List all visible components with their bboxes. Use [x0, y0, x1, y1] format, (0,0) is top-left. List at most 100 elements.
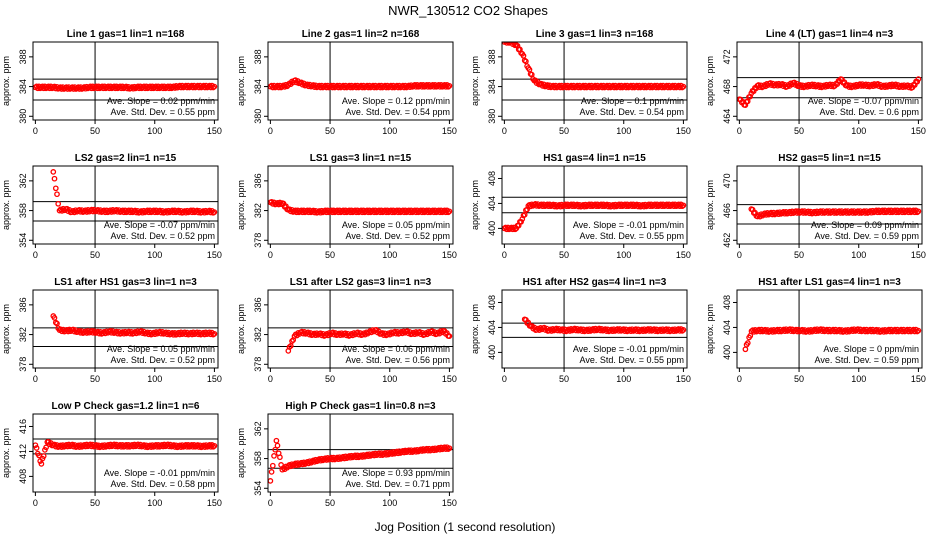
y-tick-label: 404: [722, 320, 732, 335]
slope-annotation: Ave. Slope = -0.01 ppm/min: [104, 468, 215, 478]
y-axis-label: approx. ppm: [1, 304, 11, 354]
y-tick-label: 404: [487, 196, 497, 211]
y-axis-label: approx. ppm: [705, 304, 715, 354]
x-tick-label: 100: [382, 374, 397, 384]
panel-title: HS1 after HS2 gas=4 lin=1 n=3: [523, 277, 667, 288]
x-tick-label: 100: [147, 250, 162, 260]
x-tick-label: 50: [325, 374, 335, 384]
y-tick-label: 378: [253, 357, 263, 372]
data-point: [289, 338, 295, 344]
std-dev-annotation: Ave. Std. Dev. = 0.54 ppm: [580, 107, 684, 117]
y-tick-label: 362: [253, 421, 263, 436]
y-axis-label: approx. ppm: [236, 180, 246, 230]
y-axis-label: approx. ppm: [1, 428, 11, 478]
data-point: [274, 442, 281, 449]
plot-frame: [501, 289, 688, 369]
x-tick-label: 100: [616, 374, 631, 384]
data-point: [502, 42, 509, 44]
y-tick-label: 464: [722, 109, 732, 124]
data-point: [744, 340, 751, 346]
x-tick-label: 150: [207, 374, 222, 384]
x-tick-label: 150: [442, 126, 457, 136]
std-dev-annotation: Ave. Std. Dev. = 0.71 ppm: [346, 479, 450, 489]
slope-annotation: Ave. Slope = 0.02 ppm/min: [107, 96, 215, 106]
data-points: [50, 313, 218, 338]
y-tick-label: 378: [18, 357, 28, 372]
slope-annotation: Ave. Slope = 0.12 ppm/min: [342, 96, 450, 106]
plot-frame: [267, 289, 454, 369]
panel-title: LS1 gas=3 lin=1 n=15: [310, 153, 412, 164]
y-tick-label: 358: [18, 203, 28, 218]
x-tick-label: 100: [147, 374, 162, 384]
data-point: [211, 330, 218, 337]
y-axis-label: approx. ppm: [470, 304, 480, 354]
slope-annotation: Ave. Slope = 0.09 ppm/min: [811, 220, 919, 230]
x-tick-label: 50: [90, 126, 100, 136]
y-tick-label: 380: [18, 109, 28, 124]
data-point: [54, 191, 60, 198]
panel-7: HS1 gas=4 lin=1 n=15 approx. ppm 0 50 100 150…: [470, 153, 691, 260]
data-point: [446, 82, 453, 89]
data-point: [43, 444, 49, 451]
slope-annotation: Ave. Slope = 0 ppm/min: [823, 344, 919, 354]
data-point: [277, 454, 283, 461]
panel-12: HS1 after LS1 gas=4 lin=1 n=3 approx. ppm…: [705, 277, 926, 384]
reference-lines: [268, 290, 453, 368]
plot-frame: [32, 289, 219, 369]
data-point: [211, 83, 218, 90]
y-tick-label: 378: [253, 233, 263, 248]
panel-13: Low P Check gas=1.2 lin=1 n=6 approx. ppm…: [1, 401, 222, 508]
y-tick-label: 386: [253, 173, 263, 188]
x-tick-label: 150: [911, 374, 926, 384]
data-points: [33, 438, 218, 467]
x-tick-label: 50: [794, 126, 804, 136]
panel-title: Low P Check gas=1.2 lin=1 n=6: [52, 401, 200, 412]
plot-frame: [267, 165, 454, 245]
x-tick-label: 150: [207, 126, 222, 136]
x-tick-label: 0: [268, 126, 273, 136]
plot-frame: [501, 165, 688, 245]
plot-frame: [32, 41, 219, 121]
plot-frame: [267, 413, 454, 493]
y-tick-label: 408: [487, 171, 497, 186]
x-tick-label: 150: [207, 498, 222, 508]
panel-2: Line 2 gas=1 lin=2 n=168 approx. ppm 0 50 10…: [236, 29, 457, 136]
x-tick-label: 50: [794, 374, 804, 384]
y-tick-label: 386: [18, 297, 28, 312]
y-axis-label: approx. ppm: [1, 56, 11, 106]
panel-title: LS1 after HS1 gas=3 lin=1 n=3: [54, 277, 197, 288]
panel-title: Line 2 gas=1 lin=2 n=168: [302, 29, 420, 40]
x-tick-label: 150: [442, 374, 457, 384]
x-tick-label: 100: [382, 250, 397, 260]
x-tick-label: 0: [502, 250, 507, 260]
data-points: [268, 77, 453, 91]
y-tick-label: 384: [253, 79, 263, 94]
y-axis-label: approx. ppm: [236, 428, 246, 478]
panel-5: LS2 gas=2 lin=1 n=15 approx. ppm 0 50 100 150…: [1, 153, 222, 260]
slope-annotation: Ave. Slope = -0.01 ppm/min: [573, 220, 684, 230]
data-point: [518, 218, 524, 225]
panel-title: HS2 gas=5 lin=1 n=15: [778, 153, 881, 164]
data-point: [273, 437, 280, 444]
panels-group: Line 1 gas=1 lin=1 n=168 approx. ppm 0 50 10…: [1, 29, 926, 508]
y-tick-label: 412: [18, 444, 28, 459]
y-tick-label: 408: [487, 295, 497, 310]
data-points: [502, 42, 687, 91]
data-points: [502, 201, 687, 233]
y-tick-label: 466: [722, 203, 732, 218]
panel-title: Line 3 gas=1 lin=3 n=168: [536, 29, 654, 40]
x-tick-label: 0: [502, 374, 507, 384]
x-tick-label: 100: [382, 498, 397, 508]
slope-annotation: Ave. Slope = -0.07 ppm/min: [808, 96, 919, 106]
panel-4: Line 4 (LT) gas=1 lin=4 n=3 approx. ppm 0 5…: [705, 29, 926, 136]
y-tick-label: 362: [18, 173, 28, 188]
panel-title: HS1 gas=4 lin=1 n=15: [543, 153, 646, 164]
x-tick-label: 0: [33, 374, 38, 384]
y-tick-label: 380: [487, 109, 497, 124]
x-tick-label: 50: [325, 126, 335, 136]
x-tick-label: 100: [616, 126, 631, 136]
std-dev-annotation: Ave. Std. Dev. = 0.55 ppm: [580, 231, 684, 241]
figure-xlabel: Jog Position (1 second resolution): [375, 520, 556, 534]
slope-annotation: Ave. Slope = 0.06 ppm/min: [342, 344, 450, 354]
